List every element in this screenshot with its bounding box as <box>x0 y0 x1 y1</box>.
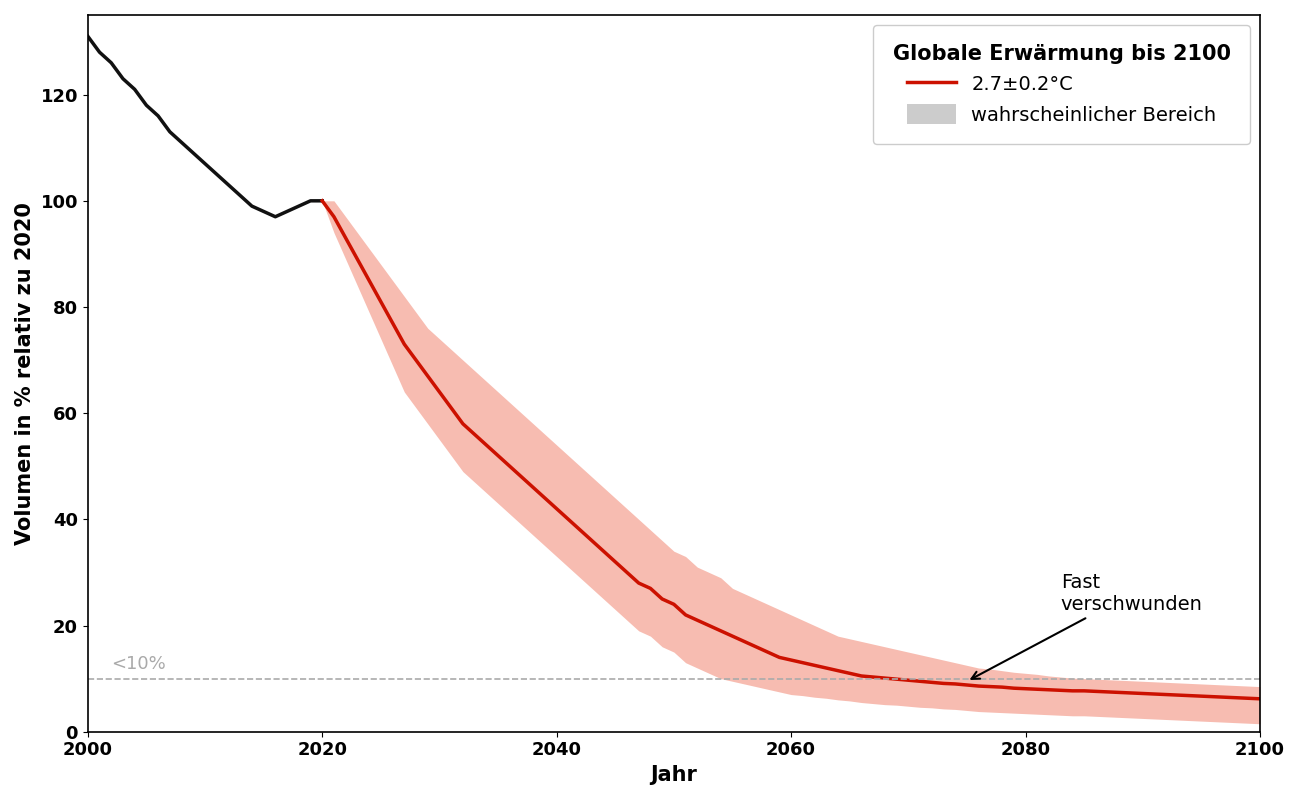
Text: Fast
verschwunden: Fast verschwunden <box>971 573 1202 679</box>
Text: <10%: <10% <box>112 655 166 673</box>
Y-axis label: Volumen in % relativ zu 2020: Volumen in % relativ zu 2020 <box>16 202 35 545</box>
X-axis label: Jahr: Jahr <box>650 765 697 785</box>
Legend: 2.7±0.2°C, wahrscheinlicher Bereich: 2.7±0.2°C, wahrscheinlicher Bereich <box>874 25 1251 144</box>
